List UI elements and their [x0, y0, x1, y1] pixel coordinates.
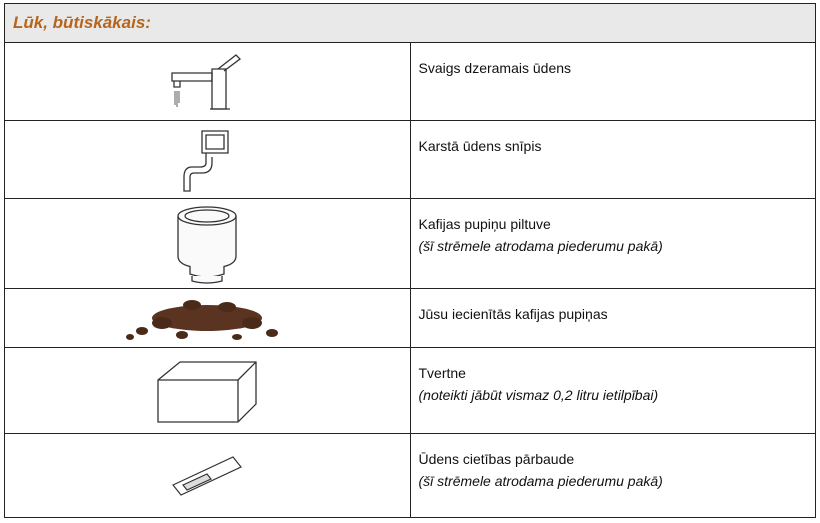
faucet-icon: [171, 53, 242, 110]
text-cell: Karstā ūdens snīpis: [409, 120, 816, 199]
icon-cell: [4, 198, 411, 289]
container-icon: [157, 360, 257, 423]
item-text: Karstā ūdens snīpis: [418, 138, 542, 154]
icon-cell: [4, 433, 411, 518]
header-title: Lūk, būtiskākais:: [13, 13, 151, 32]
test-strip-icon: [172, 455, 243, 496]
item-note: (šī strēmele atrodama piederumu pakā): [418, 473, 663, 489]
essentials-table: Lūk, būtiskākais: Svaigs dzeramais ūdens…: [4, 3, 816, 518]
item-text: Ūdens cietības pārbaude: [418, 451, 575, 467]
item-text: Kafijas pupiņu piltuve: [418, 216, 551, 232]
beans-icon: [126, 300, 279, 340]
text-cell: Jūsu iecienītās kafijas pupiņas: [409, 288, 816, 348]
item-text: Tvertne: [418, 365, 466, 381]
item-text: Jūsu iecienītās kafijas pupiņas: [418, 306, 608, 322]
text-cell: Tvertne (noteikti jābūt vismaz 0,2 litru …: [409, 347, 816, 434]
item-note: (šī strēmele atrodama piederumu pakā): [418, 238, 663, 254]
item-text: Svaigs dzeramais ūdens: [418, 60, 572, 76]
item-note: (noteikti jābūt vismaz 0,2 litru ietilpī…: [418, 387, 659, 403]
table-header: Lūk, būtiskākais:: [4, 3, 816, 43]
text-cell: Ūdens cietības pārbaude (šī strēmele atro…: [409, 433, 816, 518]
text-cell: Svaigs dzeramais ūdens: [409, 42, 816, 121]
icon-cell: [4, 42, 411, 121]
nozzle-icon: [183, 129, 229, 192]
icon-cell: [4, 347, 411, 434]
hopper-icon: [177, 205, 237, 284]
icon-cell: [4, 288, 411, 348]
icon-cell: [4, 120, 411, 199]
text-cell: Kafijas pupiņu piltuve (šī strēmele atrod…: [409, 198, 816, 289]
